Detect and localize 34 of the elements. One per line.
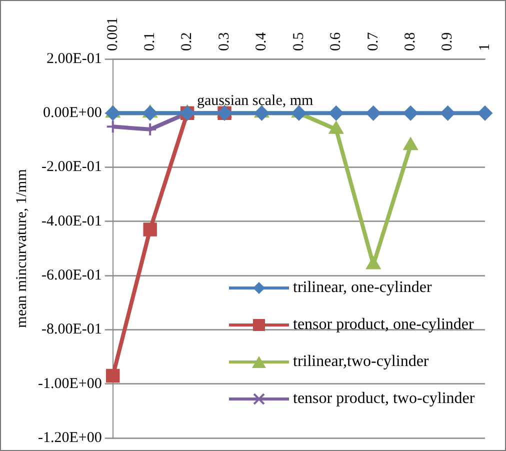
point: [328, 106, 344, 121]
x-tick-label: 1: [476, 44, 493, 51]
legend-label: trilinear,two-cylinder: [293, 352, 429, 372]
point: [142, 106, 158, 121]
point: [440, 106, 456, 121]
point: [143, 222, 157, 236]
y-tick-label: -1.00E+00: [38, 376, 102, 392]
y-tick-label: 0.00E+00: [42, 105, 102, 122]
x-axis-title: gaussian scale, mm: [197, 93, 314, 110]
legend-label: tensor product, one-cylinder: [293, 315, 474, 335]
y-tick-label: -6.00E-01: [41, 268, 102, 284]
x-tick-label: 0.9: [440, 32, 456, 51]
x-tick-label: 0.001: [104, 17, 121, 51]
y-tick-label: 2.00E-01: [46, 50, 102, 67]
point: [366, 106, 381, 121]
point: [403, 106, 418, 121]
point: [478, 106, 492, 121]
x-tick-label: 0.7: [365, 32, 382, 51]
legend-label: trilinear, one-cylinder: [293, 278, 432, 298]
point: [105, 106, 120, 121]
y-tick-label: -2.00E-01: [41, 159, 102, 176]
y-tick-label: -4.00E-01: [41, 213, 102, 230]
x-tick-label: 0.6: [328, 32, 344, 51]
x-tick-label: 0.4: [254, 32, 270, 51]
legend-label: tensor product, two-cylinder: [293, 389, 475, 409]
x-tick-label: 0.3: [216, 32, 232, 51]
y-tick-label: -1.20E+00: [38, 430, 102, 446]
y-tick-label: -8.00E-01: [41, 322, 102, 338]
x-tick-label: 0.1: [142, 32, 158, 51]
x-tick-label: 0.2: [179, 32, 196, 51]
point: [291, 106, 306, 121]
x-tick-label: 0.8: [402, 32, 419, 51]
x-tick-label: 0.5: [290, 32, 307, 51]
y-axis-title: mean mincurvature, 1/mm: [14, 168, 30, 328]
